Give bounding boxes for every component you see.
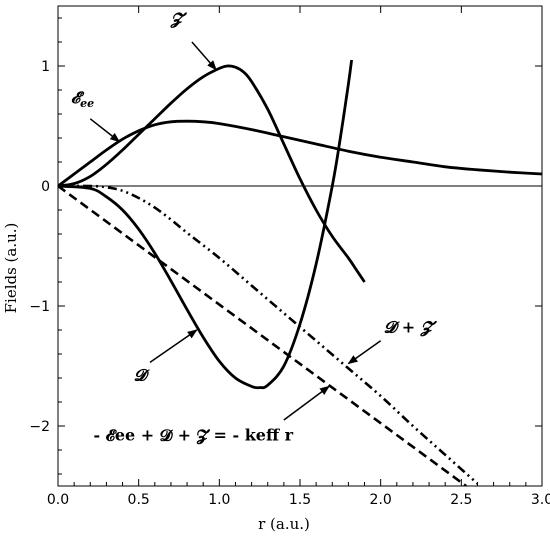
plot-border (57, 5, 543, 487)
plot-frame (57, 5, 543, 487)
y-tick-label: −2 (29, 419, 50, 435)
series-Eee (58, 119, 542, 188)
x-tick-label: 0.5 (128, 492, 150, 508)
label-D: 𝓓 (134, 365, 150, 384)
annotation-arrow (89, 118, 121, 143)
ticks-layer: 0.0 0.5 1.0 1.5 2.0 2.5 3.0 −2 −1 0 1 (29, 6, 550, 508)
label-Eee-sub: ee (80, 97, 94, 110)
series-D (58, 59, 354, 390)
label-D-plus-Z: 𝓓 + 𝓩 (384, 317, 438, 336)
x-tick-label: 1.0 (208, 492, 230, 508)
x-axis-title: r (a.u.) (258, 515, 310, 533)
x-tick-label: 0.0 (47, 492, 69, 508)
annotation-arrow (347, 340, 382, 365)
annotation-layer: 𝓩 𝓔ee 𝓓 𝓓 + 𝓩 - 𝓔ee + 𝓓 + 𝓩 = - keff r (71, 9, 438, 445)
series-layer (58, 59, 542, 486)
x-tick-label: 3.0 (531, 492, 550, 508)
x-tick-label: 1.5 (289, 492, 311, 508)
annotation-arrow (283, 385, 330, 421)
y-tick-label: 0 (41, 179, 50, 195)
series-Z (58, 64, 366, 283)
y-tick-label: −1 (29, 299, 50, 315)
annotation-arrow (191, 41, 217, 71)
series-sum-keff (58, 184, 467, 486)
label-equation: - 𝓔ee + 𝓓 + 𝓩 = - keff r (93, 425, 293, 445)
x-tick-label: 2.5 (450, 492, 472, 508)
series-D-plus-Z (58, 184, 479, 485)
label-Eee: 𝓔ee (71, 88, 94, 110)
label-Z: 𝓩 (170, 9, 188, 28)
y-tick-label: 1 (41, 59, 50, 75)
y-axis-title: Fields (a.u.) (2, 223, 20, 314)
annotation-arrow (149, 329, 198, 364)
x-tick-label: 2.0 (370, 492, 392, 508)
